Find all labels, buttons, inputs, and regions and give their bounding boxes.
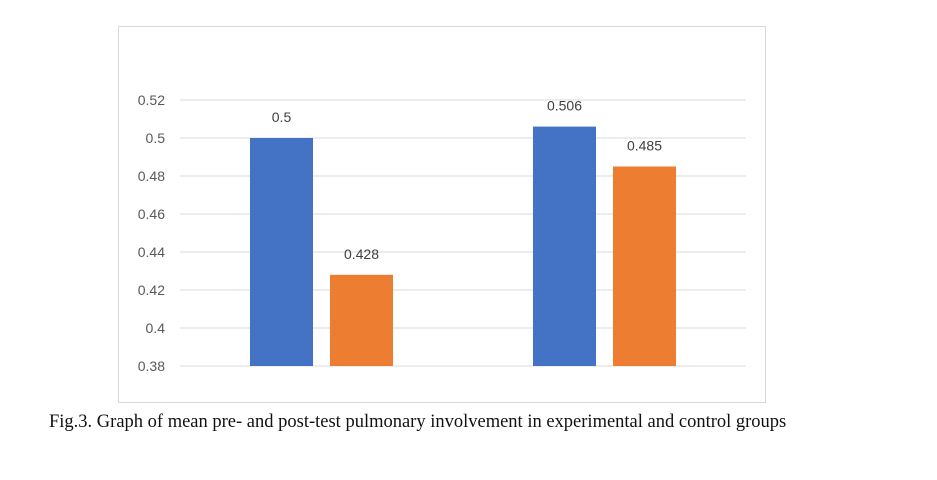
y-tick-label: 0.46 [138,206,165,222]
bar [613,166,676,366]
y-tick-label: 0.42 [138,282,165,298]
bar-value-label: 0.5 [272,109,292,125]
bar-value-label: 0.506 [547,98,582,114]
bar-value-label: 0.428 [344,246,379,262]
y-tick-label: 0.38 [138,358,165,374]
bars [250,126,676,366]
bar-chart: 0.380.40.420.440.460.480.50.52 0.50.4280… [138,92,746,374]
bar-value-label: 0.485 [627,138,662,154]
y-tick-label: 0.48 [138,168,165,184]
bar [330,274,393,366]
y-axis: 0.38 0.4 0.42 0.44 0.46 0.48 0.5 0.52 [138,92,165,374]
y-tick-label: 0.5 [146,130,166,146]
figure-caption: Fig.3. Graph of mean pre- and post-test … [49,412,787,432]
y-tick-label: 0.52 [138,92,165,108]
y-tick-label: 0.4 [146,320,166,336]
data-labels: 0.5 0.428 0.506 0.485 [272,98,662,262]
bar [250,138,313,366]
bar [533,126,596,366]
y-tick-label: 0.44 [138,244,165,260]
